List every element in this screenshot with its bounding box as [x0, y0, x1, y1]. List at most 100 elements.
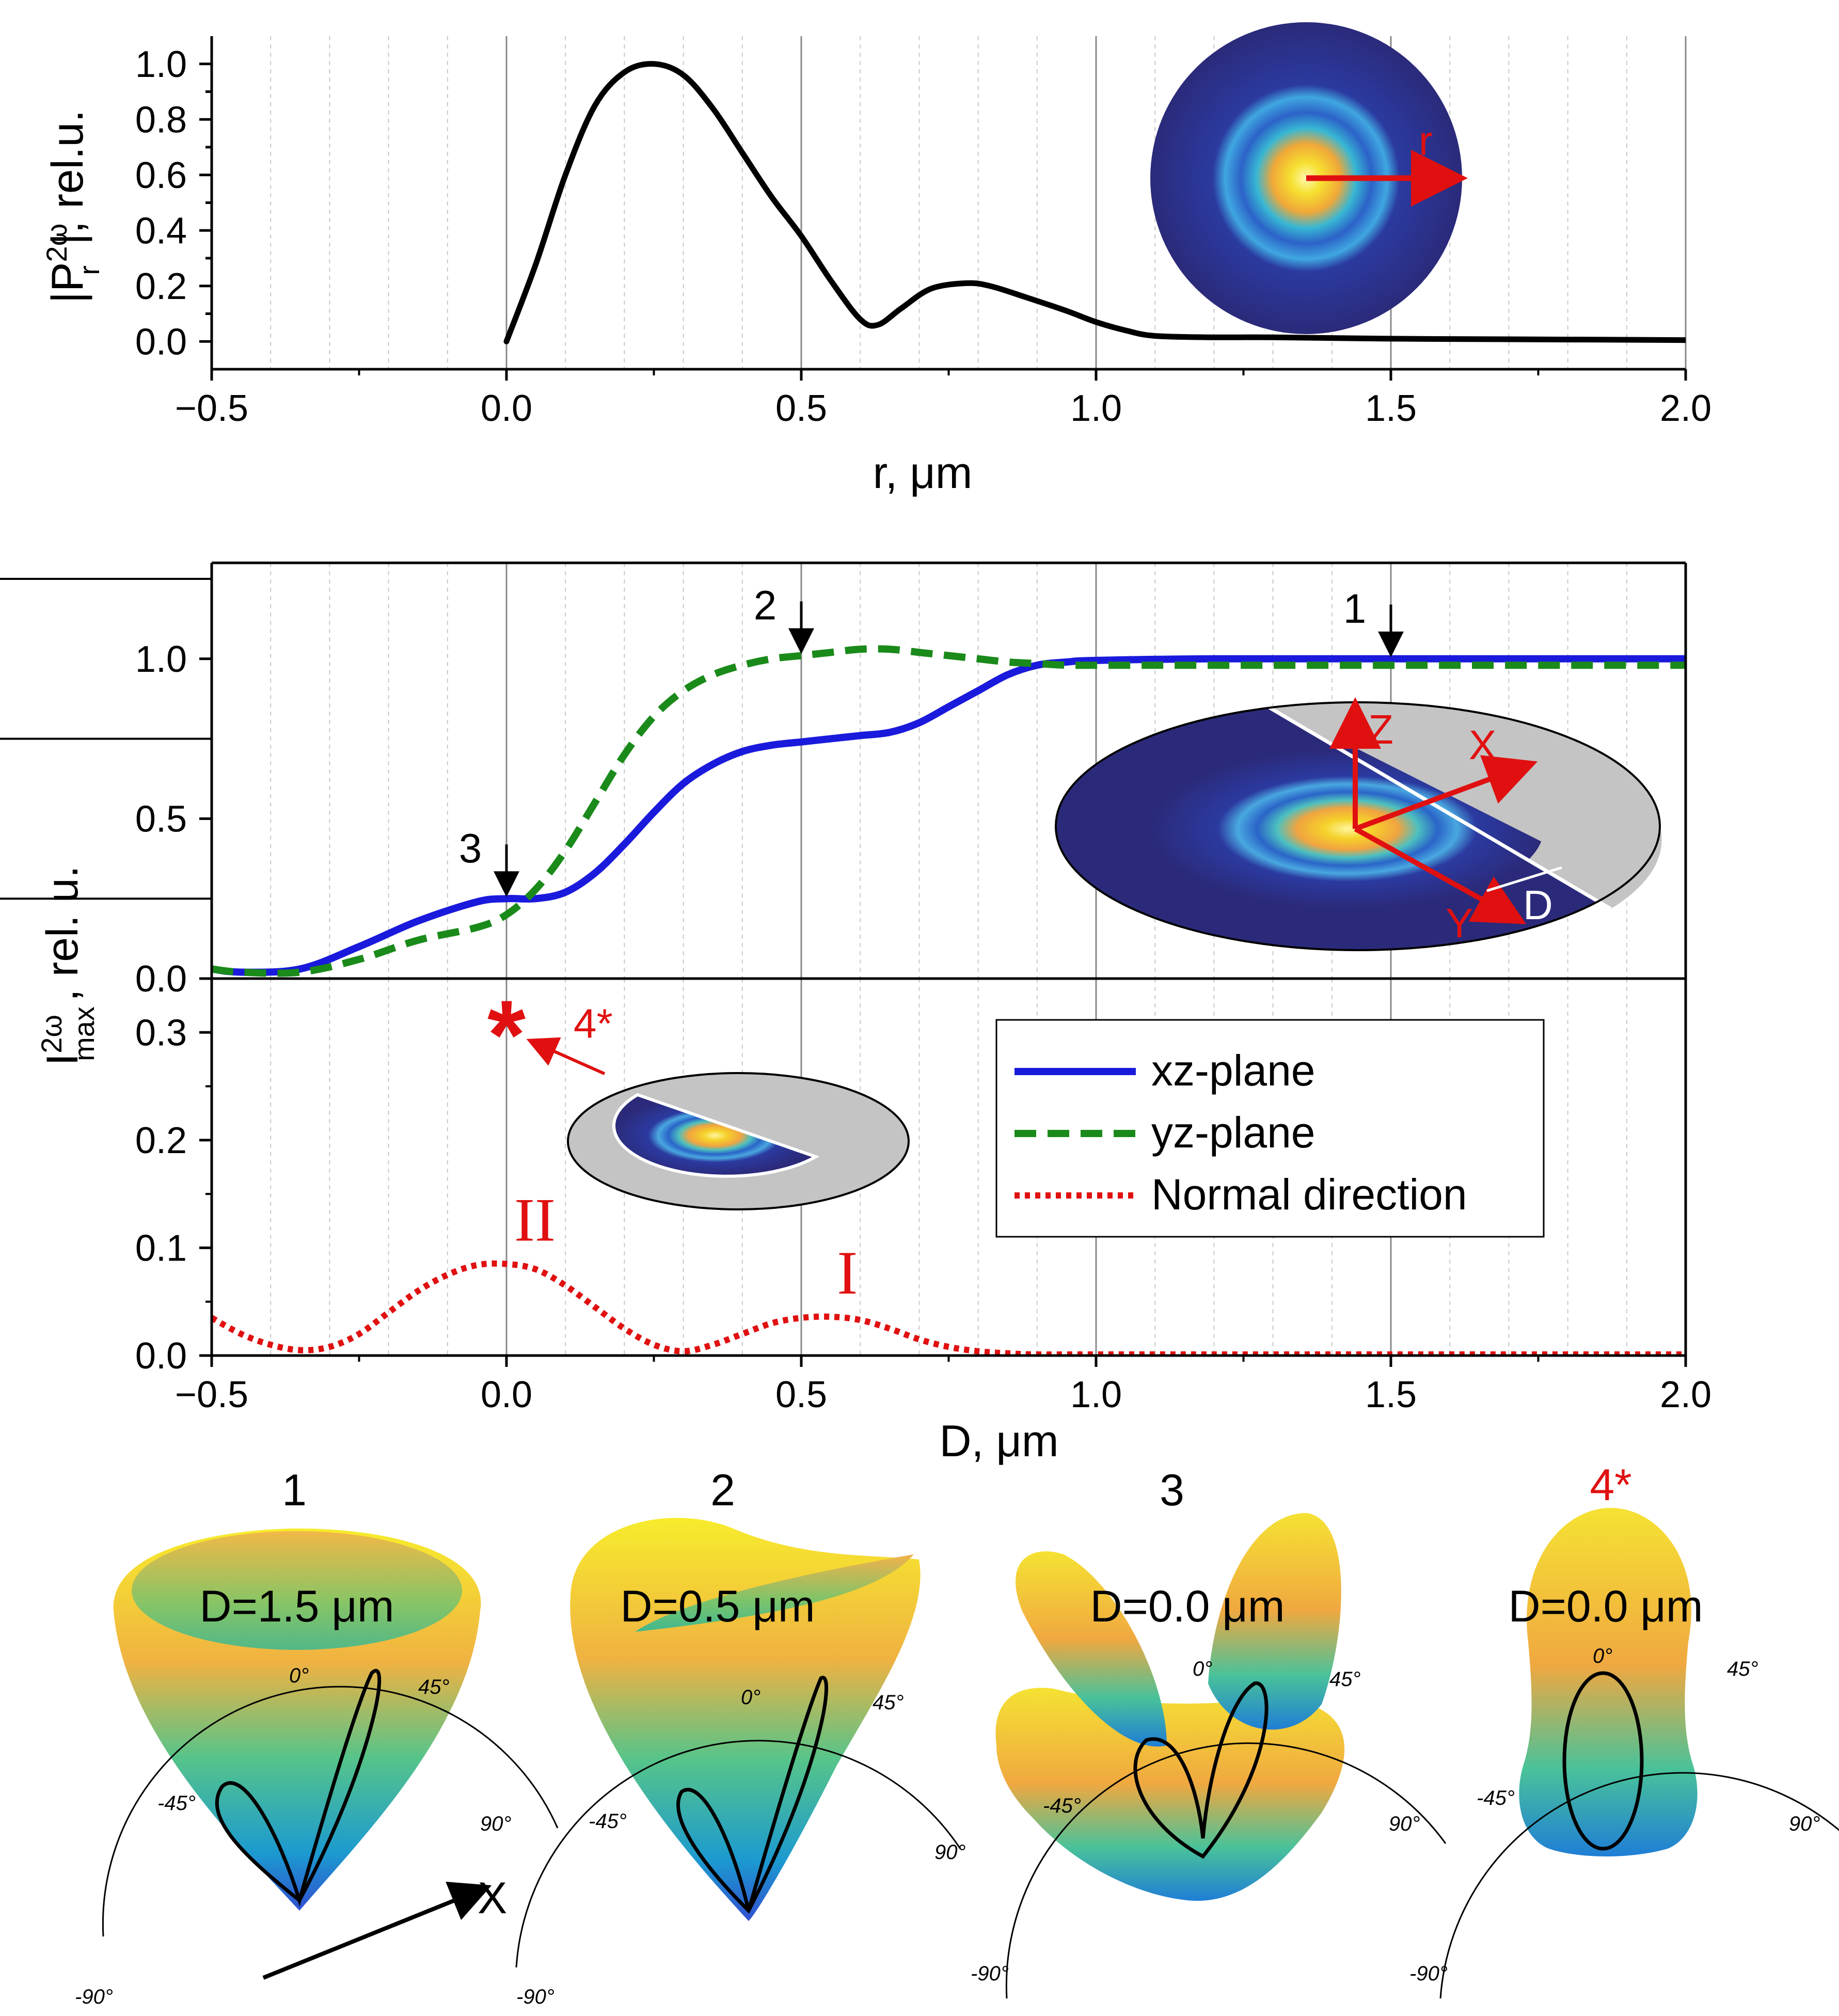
top-ytick-label: 0.4 [135, 210, 187, 251]
lower-inset-half-disk [567, 1072, 910, 1210]
legend-label-xz: xz-plane [1151, 1046, 1315, 1095]
panel-2-surface [570, 1518, 921, 1921]
top-series-line [503, 61, 1686, 344]
z-axis-label: Z [1368, 706, 1393, 752]
panel-4: 4* D=0.0 μm 0° 45° 90° -45° -90° [1409, 1460, 1839, 1999]
top-ylabel-sub: r [73, 265, 105, 275]
legend: xz-plane yz-plane Normal direction [995, 1019, 1545, 1238]
top-ytick-label: 0.8 [135, 99, 187, 140]
panel-4-d-label: D=0.0 μm [1509, 1582, 1703, 1631]
bot-xtick-label: 1.5 [1365, 1374, 1417, 1415]
panel-4-surface [1519, 1508, 1698, 1856]
bottom-panels: 1 D=1.5 μm 0° 45° 90° -45° -90° X 2 D=0.… [75, 1460, 1839, 2008]
panel-1: 1 D=1.5 μm 0° 45° 90° -45° -90° X [75, 1466, 559, 2008]
panel-3-angle-m90: -90° [971, 1962, 1009, 1985]
top-chart: r −0.5 0.0 0.5 1.0 1.5 2.00.00.20.40.60.81.0 … [40, 22, 1711, 498]
bot-ytick-label: 0.2 [135, 1120, 187, 1161]
panel-3-angle-45: 45° [1329, 1668, 1361, 1691]
legend-label-yz: yz-plane [1151, 1108, 1315, 1157]
radius-label: r [1419, 118, 1433, 164]
panel-4-angle-90: 90° [1789, 1813, 1820, 1835]
lower-markers: * 4*III [487, 980, 858, 1307]
middle-chart: Z X Y D 0.00.51.0 −0.5 0.0 0.5 1.0 1.5 2.00.0… [0, 561, 1711, 1466]
lower-ylabel-sup: 2ω [35, 1015, 68, 1053]
panel-1-angle-90: 90° [480, 1813, 512, 1835]
panel-1-polar-arc [102, 1686, 559, 1937]
bot-xtick-label: 0.5 [775, 1374, 827, 1415]
lower-ylabel-main: I [38, 1053, 87, 1066]
panel-1-number: 1 [282, 1466, 307, 1515]
panel-4-angle-45: 45° [1727, 1658, 1758, 1680]
mid-ytick-label: 0.0 [135, 958, 187, 1000]
d-arrow [1486, 866, 1562, 892]
lower-ylabel-tail: , rel. u. [38, 865, 87, 1001]
bot-xtick-label: −0.5 [175, 1374, 248, 1415]
legend-label-normal: Normal direction [1151, 1170, 1467, 1219]
lower-ylabel: I2ωmax , rel. u. [35, 865, 100, 1065]
top-xtick-label: 0.5 [775, 388, 827, 429]
special-point-star: * [487, 980, 526, 1090]
panel-3-angle-0: 0° [1193, 1658, 1212, 1680]
marker-label-3: 3 [459, 825, 482, 871]
panel-3-right-lobe [1208, 1513, 1341, 1730]
top-xlabel: r, μm [873, 448, 973, 498]
lower-inset-half-pattern [612, 1093, 820, 1178]
top-grid [211, 36, 1687, 369]
panel-2: 2 D=0.5 μm 0° 45° 90° -45° -90° [515, 1466, 966, 2008]
panel-1-polar-curve [215, 1668, 382, 1907]
special-point-arrow [526, 1037, 606, 1076]
middle-markers: 1 2 3 [459, 582, 1404, 897]
panel-1-angle-45: 45° [418, 1676, 450, 1698]
top-ylabel-main: |P [43, 262, 92, 304]
panel-2-angle-45: 45° [873, 1691, 904, 1714]
panel-2-angle-90: 90° [934, 1841, 966, 1864]
top-ylabel: |P2ωr |, rel.u. [40, 110, 105, 304]
marker-label-2: 2 [754, 582, 777, 628]
mid-ytick-label: 0.5 [135, 798, 187, 840]
top-ylabel-tail: |, rel.u. [43, 110, 92, 245]
panel-1-d-label: D=1.5 μm [200, 1582, 394, 1631]
top-ylabel-sup: 2ω [40, 224, 73, 262]
x-axis-arrow [1354, 755, 1538, 831]
top-xtick-label: 0.0 [481, 388, 532, 429]
peak-label-I: I [837, 1238, 858, 1307]
bot-series-normal [212, 1260, 1686, 1356]
bot-xtick-label: 2.0 [1660, 1374, 1711, 1415]
panel-1-inner [132, 1531, 462, 1650]
panel-3-polar-curve [1133, 1681, 1269, 1859]
panel-1-x-arrow [262, 1881, 492, 1980]
panel-3-angle-m45: -45° [1043, 1794, 1081, 1817]
d-label: D [1523, 882, 1553, 928]
panel-4-angle-m90: -90° [1409, 1962, 1448, 1985]
panel-3: 3 D=0.0 μm 0° 45° 90° -45° -90° [971, 1466, 1447, 1999]
top-xtick-label: 1.5 [1365, 388, 1417, 429]
top-axes: −0.5 0.0 0.5 1.0 1.5 2.0 0.0 0.2 0.4 0.6 0.8 1.0 [135, 36, 1711, 429]
panel-4-angle-m45: -45° [1477, 1787, 1515, 1809]
panel-4-polar-arc [1439, 1772, 1839, 1999]
panel-1-angle-m45: -45° [157, 1792, 196, 1815]
top-ytick-label: 1.0 [135, 44, 187, 85]
lower-ylabel-sub: max [68, 1006, 100, 1061]
middle-series-group [212, 645, 1686, 977]
x-axis-label: X [1469, 722, 1496, 768]
top-series-group [503, 61, 1686, 344]
panel-3-d-label: D=0.0 μm [1090, 1582, 1285, 1631]
bot-ytick-label: 0.1 [135, 1227, 187, 1269]
marker-label-1: 1 [1343, 586, 1367, 632]
panel-3-number: 3 [1160, 1466, 1184, 1515]
top-xtick-label: 1.0 [1070, 388, 1122, 429]
top-xtick-label: 2.0 [1660, 388, 1711, 429]
inset-edge-line [1266, 704, 1612, 911]
mid-series-xz-plane [212, 655, 1686, 976]
panel-4-polar-curve [1562, 1671, 1644, 1851]
bot-ytick-label: 0.3 [135, 1012, 187, 1053]
top-xtick-label: −0.5 [175, 388, 248, 429]
panel-2-number: 2 [710, 1466, 735, 1515]
y-axis-label: Y [1446, 900, 1473, 946]
middle-inset-split-beam: Z X Y D [1055, 697, 1662, 951]
top-ytick-label: 0.0 [135, 321, 187, 363]
panel-1-angle-0: 0° [289, 1664, 309, 1687]
panel-3-base [995, 1688, 1345, 1901]
lower-axes: −0.5 0.0 0.5 1.0 1.5 2.00.00.10.20.3 [135, 977, 1711, 1415]
